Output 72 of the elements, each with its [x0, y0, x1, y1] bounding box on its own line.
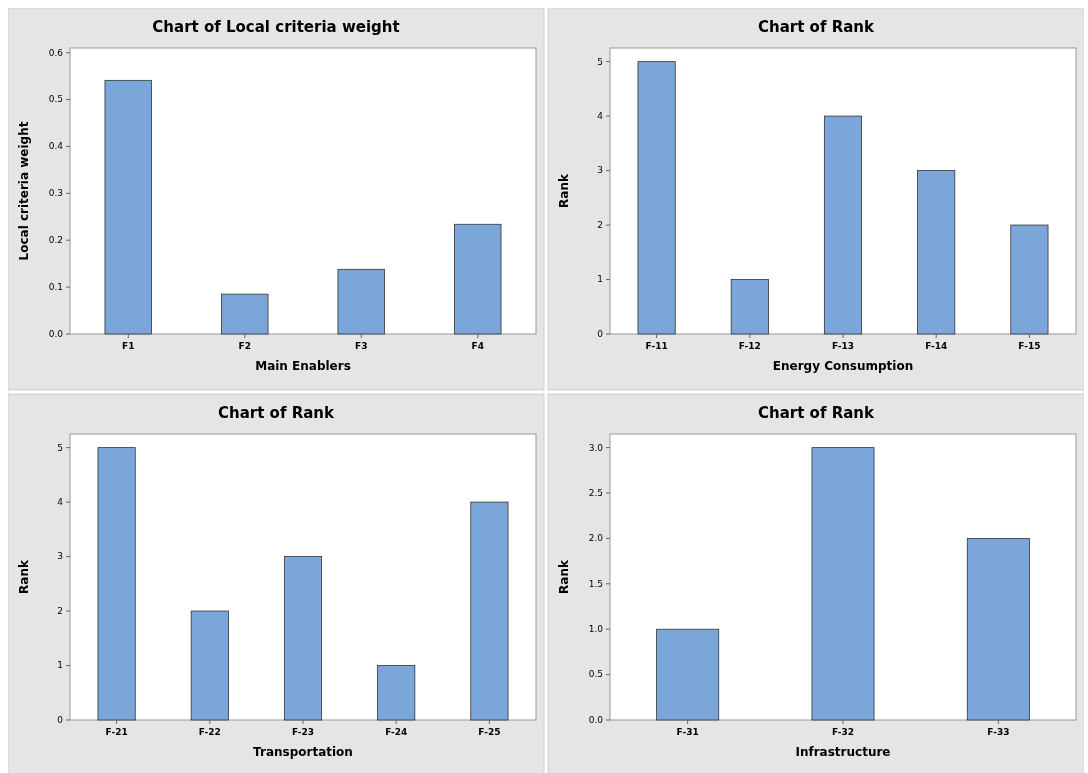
x-axis-title: Main Enablers — [255, 359, 351, 373]
x-tick-label: F-11 — [645, 341, 668, 351]
bar — [966, 538, 1030, 721]
y-tick-label: 0.0 — [588, 714, 604, 725]
bar — [811, 447, 875, 721]
y-tick-label: 0.6 — [48, 47, 64, 58]
y-tick-label: 1.0 — [588, 624, 604, 635]
bar — [823, 115, 863, 335]
y-tick-label: 2.5 — [588, 487, 603, 498]
chart-title: Chart of Rank — [758, 18, 876, 36]
y-axis-title: Local criteria weight — [17, 121, 31, 261]
bar — [470, 501, 509, 721]
y-tick-label: 3.0 — [588, 442, 604, 453]
x-tick-label: F4 — [471, 341, 484, 351]
x-tick-label: F-21 — [105, 727, 128, 737]
y-tick-label: 0 — [597, 328, 604, 339]
bar — [377, 665, 416, 721]
x-tick-label: F-14 — [925, 341, 948, 351]
y-tick-label: 2 — [597, 219, 603, 230]
bar — [283, 556, 323, 721]
y-tick-label: 1 — [597, 274, 603, 285]
bar — [917, 170, 956, 335]
x-tick-label: F-22 — [198, 727, 221, 737]
y-tick-label: 0 — [57, 714, 64, 725]
x-tick-label: F2 — [238, 341, 251, 351]
x-tick-label: F1 — [122, 341, 135, 351]
y-tick-label: 0.4 — [48, 141, 64, 152]
y-tick-label: 3 — [57, 551, 63, 562]
bar — [1010, 224, 1049, 335]
y-axis-title: Rank — [557, 173, 571, 208]
x-axis-title: Infrastructure — [795, 745, 891, 759]
x-tick-label: F-12 — [738, 341, 761, 351]
chart-title: Chart of Rank — [218, 404, 336, 422]
chart-title: Chart of Local criteria weight — [152, 18, 400, 36]
x-tick-label: F-32 — [831, 727, 855, 737]
x-tick-label: F-31 — [676, 727, 699, 737]
y-tick-label: 0.1 — [48, 281, 63, 292]
bar — [656, 628, 720, 721]
bar — [730, 279, 769, 335]
y-tick-label: 1.5 — [588, 578, 603, 589]
bar — [104, 79, 152, 335]
x-axis-title: Transportation — [253, 745, 353, 759]
x-tick-label: F-15 — [1018, 341, 1041, 351]
bar — [637, 61, 676, 335]
chart-title: Chart of Rank — [758, 404, 876, 422]
y-tick-label: 5 — [597, 56, 603, 67]
y-tick-label: 5 — [57, 442, 63, 453]
x-tick-label: F-33 — [987, 727, 1010, 737]
x-tick-label: F-23 — [291, 727, 315, 737]
y-tick-label: 0.0 — [48, 328, 64, 339]
x-tick-label: F-25 — [478, 727, 501, 737]
bar — [97, 447, 136, 721]
bar — [190, 610, 229, 721]
y-tick-label: 2.0 — [588, 533, 604, 544]
y-tick-label: 0.3 — [48, 188, 63, 199]
y-axis-title: Rank — [17, 559, 31, 594]
y-axis-title: Rank — [557, 559, 571, 594]
x-tick-label: F-24 — [385, 727, 408, 737]
y-tick-label: 0.5 — [588, 669, 603, 680]
y-tick-label: 2 — [57, 605, 63, 616]
bar — [454, 223, 502, 335]
bar — [221, 293, 269, 335]
bar — [337, 268, 385, 335]
y-tick-label: 3 — [597, 165, 603, 176]
y-tick-label: 0.5 — [48, 94, 63, 105]
y-tick-label: 4 — [597, 110, 604, 121]
x-axis-title: Energy Consumption — [772, 359, 914, 373]
y-tick-label: 4 — [57, 496, 64, 507]
x-tick-label: F-13 — [831, 341, 855, 351]
y-tick-label: 1 — [57, 660, 63, 671]
x-tick-label: F3 — [355, 341, 368, 351]
y-tick-label: 0.2 — [48, 235, 63, 246]
